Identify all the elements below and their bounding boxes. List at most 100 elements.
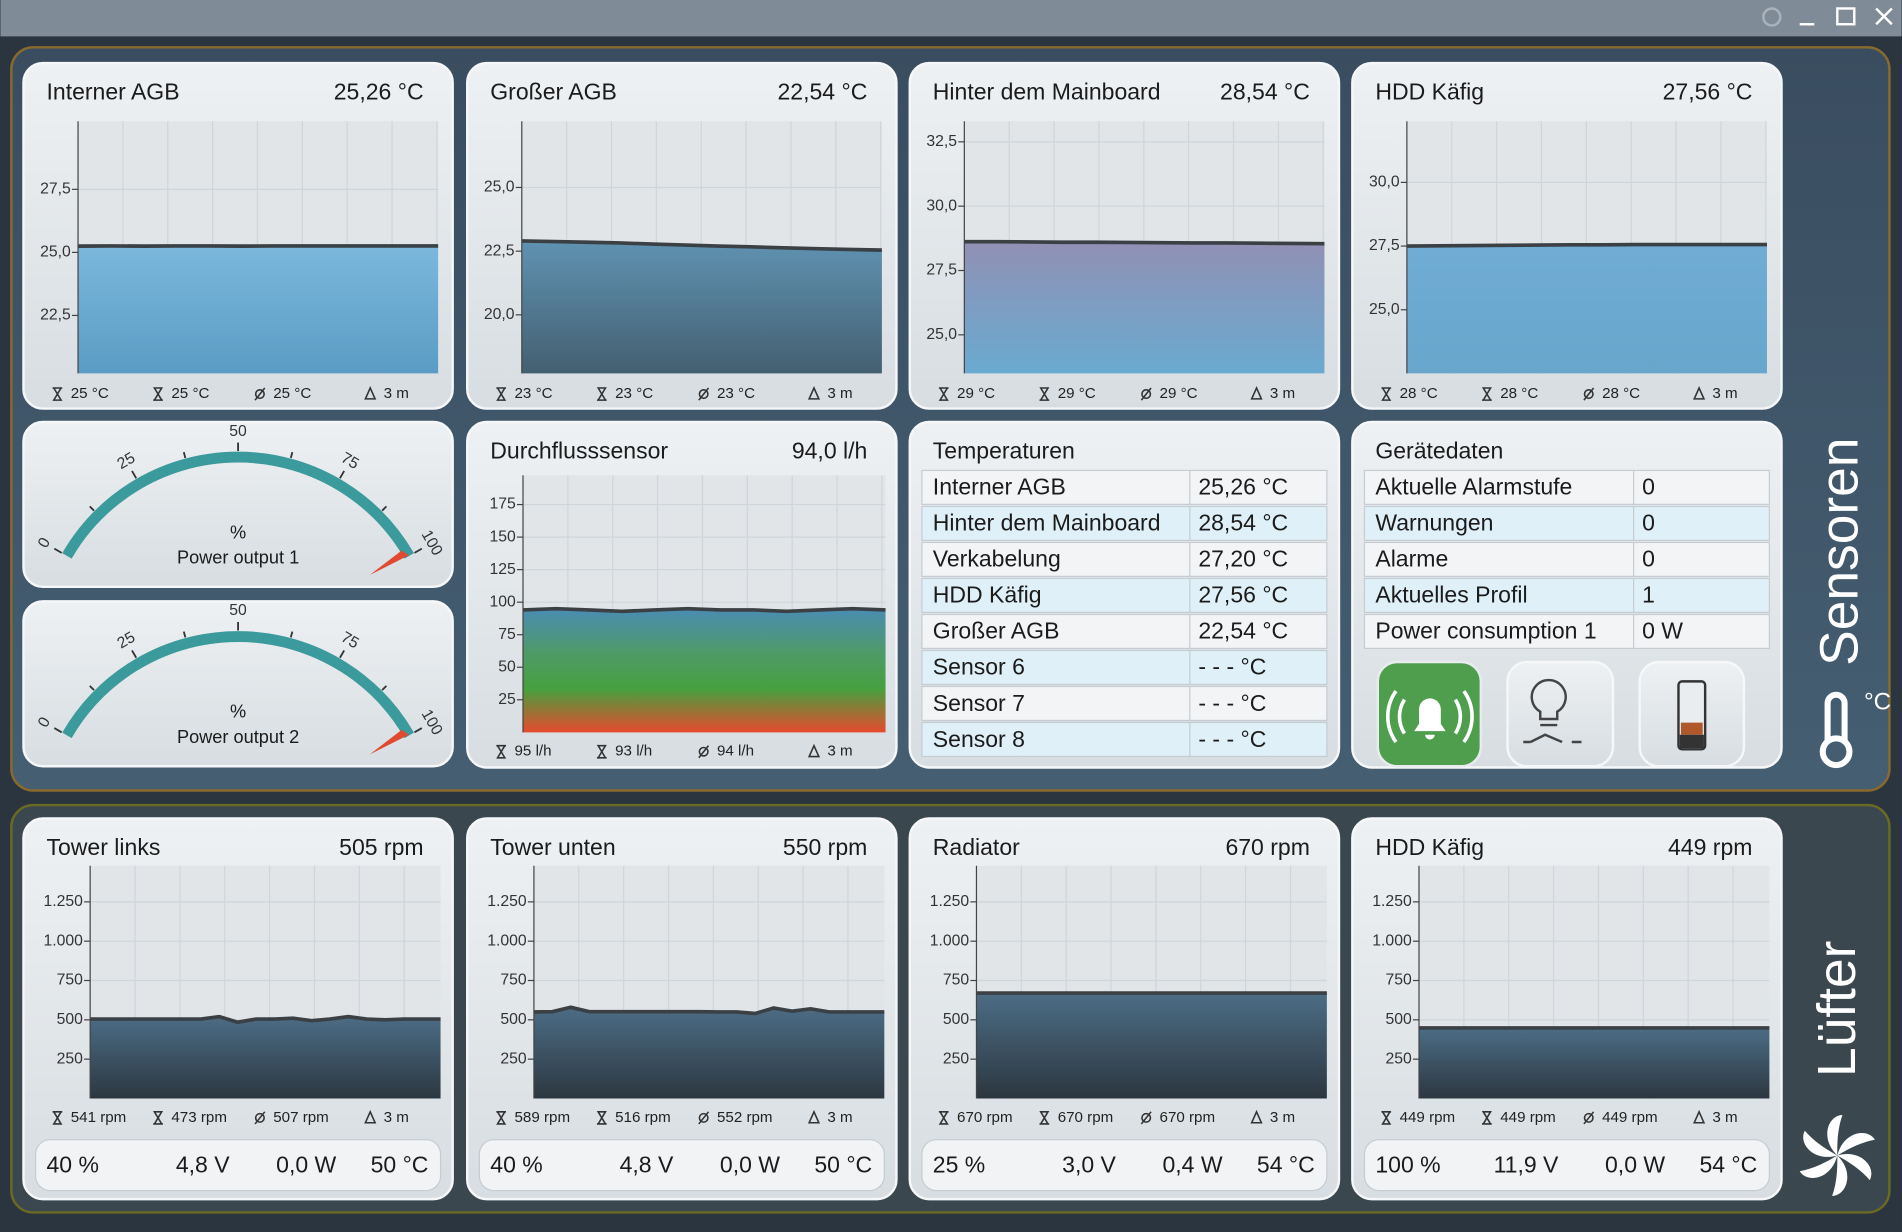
panel-value: 670 rpm xyxy=(1225,834,1309,860)
footer-value: 0,0 W xyxy=(1605,1151,1665,1177)
gauge-label: Power output 2 xyxy=(177,727,299,747)
line xyxy=(964,242,1324,244)
stat-label: 3 m xyxy=(384,385,409,402)
footer-value: 0,4 W xyxy=(1162,1151,1222,1177)
footer-value: 4,8 V xyxy=(176,1151,230,1177)
stat-label: 25 °C xyxy=(171,385,209,402)
stat-label: 29 °C xyxy=(1160,385,1198,402)
stat-label: 449 rpm xyxy=(1400,1109,1456,1126)
table-cell: 0 xyxy=(1642,510,1655,536)
y-tick-label: 1.250 xyxy=(43,893,83,910)
stat-label: 670 rpm xyxy=(1160,1109,1216,1126)
y-tick-label: 30,0 xyxy=(1369,174,1400,191)
y-tick-label: 250 xyxy=(1385,1050,1412,1067)
stat-label: 3 m xyxy=(827,385,852,402)
y-tick-label: 500 xyxy=(500,1011,527,1028)
footer-value: 40 % xyxy=(47,1151,99,1177)
y-tick-label: 25,0 xyxy=(484,179,515,196)
table-cell: Sensor 7 xyxy=(933,690,1025,716)
table-cell: Aktuelles Profil xyxy=(1375,582,1527,608)
stat-label: 93 l/h xyxy=(615,743,652,760)
stat-label: 23 °C xyxy=(615,385,653,402)
footer-value: 0,0 W xyxy=(720,1151,780,1177)
table-cell: HDD Käfig xyxy=(933,582,1042,608)
panel-title: HDD Käfig xyxy=(1375,78,1484,104)
title-bar xyxy=(0,0,1901,36)
section-title: Lüfter xyxy=(1808,941,1867,1077)
y-tick-label: 125 xyxy=(489,561,516,578)
y-tick-label: 1.000 xyxy=(1372,932,1412,949)
area xyxy=(522,241,882,374)
y-tick-label: 1.000 xyxy=(487,932,527,949)
switch-button[interactable] xyxy=(1508,662,1613,766)
panel-value: 94,0 l/h xyxy=(792,437,867,463)
footer-value: 50 °C xyxy=(371,1151,429,1177)
y-tick-label: 25,0 xyxy=(1369,301,1400,318)
section-title: Sensoren xyxy=(1810,438,1869,666)
area xyxy=(1407,245,1767,374)
table-cell: Interner AGB xyxy=(933,474,1066,500)
stat-label: 3 m xyxy=(1270,385,1295,402)
table-cell: Großer AGB xyxy=(933,618,1060,644)
stat-label: 670 rpm xyxy=(1058,1109,1114,1126)
panel-title: Tower links xyxy=(47,834,161,860)
table-cell: 0 xyxy=(1642,474,1655,500)
table-cell: 25,26 °C xyxy=(1198,474,1288,500)
stat-label: 589 rpm xyxy=(515,1109,571,1126)
footer-value: 54 °C xyxy=(1257,1151,1315,1177)
stat-label: 25 °C xyxy=(273,385,311,402)
stat-label: 25 °C xyxy=(71,385,109,402)
table-cell: 1 xyxy=(1642,582,1655,608)
area xyxy=(1419,1028,1769,1099)
table-cell: 28,54 °C xyxy=(1198,510,1288,536)
y-tick-label: 25,0 xyxy=(926,326,957,343)
y-tick-label: 100 xyxy=(489,593,516,610)
stat-label: 516 rpm xyxy=(615,1109,671,1126)
y-tick-label: 750 xyxy=(1385,972,1412,989)
stat-label: 29 °C xyxy=(957,385,995,402)
footer-value: 100 % xyxy=(1375,1151,1440,1177)
stat-label: 3 m xyxy=(384,1109,409,1126)
panel-title: Gerätedaten xyxy=(1375,437,1503,463)
stat-label: 95 l/h xyxy=(515,743,552,760)
table-cell: 27,20 °C xyxy=(1198,546,1288,572)
stat-label: 23 °C xyxy=(515,385,553,402)
y-tick-label: 1.250 xyxy=(487,893,527,910)
panel-title: Durchflusssensor xyxy=(490,437,668,463)
y-tick-label: 1.000 xyxy=(43,932,83,949)
stat-label: 28 °C xyxy=(1400,385,1438,402)
stat-label: 670 rpm xyxy=(957,1109,1013,1126)
reservoir-fill xyxy=(1681,723,1703,735)
y-tick-label: 27,5 xyxy=(926,262,957,279)
footer-value: 50 °C xyxy=(814,1151,872,1177)
y-tick-label: 1.250 xyxy=(1372,893,1412,910)
gauge-unit: % xyxy=(230,702,246,722)
stat-label: 3 m xyxy=(1712,385,1737,402)
y-tick-label: 22,5 xyxy=(40,307,71,324)
y-tick-label: 27,5 xyxy=(1369,237,1400,254)
area xyxy=(90,1017,440,1099)
y-tick-label: 22,5 xyxy=(484,242,515,259)
table-cell: - - - °C xyxy=(1198,690,1266,716)
y-tick-label: 20,0 xyxy=(484,306,515,323)
y-tick-label: 175 xyxy=(489,496,516,513)
unit-icon: °C xyxy=(1864,689,1891,716)
panel-title: Interner AGB xyxy=(47,78,180,104)
footer-value: 54 °C xyxy=(1699,1151,1757,1177)
panel-value: 27,56 °C xyxy=(1663,78,1753,104)
table-cell: - - - °C xyxy=(1198,726,1266,752)
stat-label: 473 rpm xyxy=(171,1109,227,1126)
stat-label: 3 m xyxy=(827,743,852,760)
table-cell: Sensor 8 xyxy=(933,726,1025,752)
y-tick-label: 25 xyxy=(498,691,516,708)
stat-label: 28 °C xyxy=(1500,385,1538,402)
line xyxy=(523,609,886,612)
footer-value: 25 % xyxy=(933,1151,985,1177)
panel-value: 505 rpm xyxy=(339,834,423,860)
panel-value: 550 rpm xyxy=(783,834,867,860)
footer-value: 0,0 W xyxy=(276,1151,336,1177)
stat-label: 541 rpm xyxy=(71,1109,127,1126)
panel-title: Großer AGB xyxy=(490,78,617,104)
y-tick-label: 75 xyxy=(498,626,516,643)
